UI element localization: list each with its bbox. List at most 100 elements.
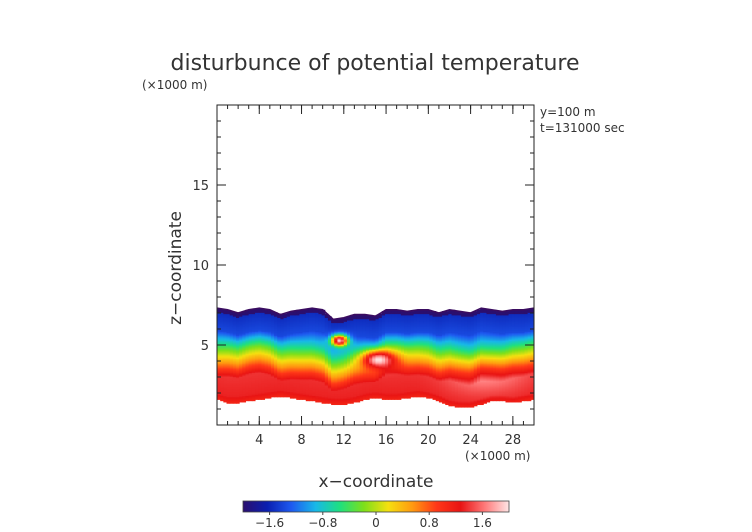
- heatmap-cell: [337, 361, 342, 363]
- heatmap-cell: [350, 362, 354, 365]
- heatmap-cell: [321, 323, 326, 326]
- heatmap-cell: [419, 395, 424, 398]
- heatmap-cell: [255, 348, 259, 350]
- heatmap-cell: [419, 311, 424, 313]
- heatmap-cell: [217, 316, 221, 318]
- heatmap-cell: [385, 343, 389, 345]
- heatmap-cell: [343, 384, 348, 386]
- heatmap-cell: [308, 367, 313, 370]
- heatmap-cell: [286, 371, 291, 374]
- heatmap-cell: [391, 318, 396, 321]
- heatmap-cell: [442, 329, 446, 331]
- heatmap-cell: [302, 394, 307, 397]
- heatmap-cell: [365, 332, 370, 335]
- heatmap-cell: [217, 393, 221, 395]
- heatmap-cell: [391, 320, 396, 322]
- heatmap-cell: [331, 384, 335, 386]
- heatmap-cell: [264, 359, 269, 362]
- heatmap-cell: [391, 389, 396, 391]
- heatmap-cell: [264, 323, 269, 326]
- heatmap-cell: [429, 384, 434, 386]
- heatmap-cell: [426, 312, 430, 315]
- heatmap-cell: [432, 393, 437, 395]
- heatmap-cell: [375, 320, 380, 322]
- heatmap-cell: [232, 396, 237, 399]
- heatmap-cell: [236, 348, 240, 350]
- heatmap-cell: [239, 393, 243, 395]
- heatmap-cell: [369, 341, 373, 344]
- heatmap-cell: [302, 377, 307, 380]
- heatmap-cell: [404, 323, 408, 326]
- heatmap-cell: [302, 375, 307, 377]
- heatmap-cell: [353, 369, 357, 372]
- heatmap-cell: [378, 320, 383, 322]
- heatmap-cell: [413, 358, 418, 361]
- heatmap-cell: [423, 344, 427, 347]
- heatmap-cell: [340, 358, 345, 361]
- heatmap-cell: [318, 382, 323, 385]
- heatmap-cell: [423, 375, 427, 377]
- heatmap-cell: [261, 386, 266, 389]
- heatmap-cell: [318, 362, 323, 365]
- heatmap-cell: [375, 382, 380, 385]
- heatmap-cell: [299, 364, 304, 367]
- heatmap-cell: [220, 311, 224, 313]
- heatmap-cell: [394, 376, 399, 379]
- heatmap-cell: [315, 364, 319, 367]
- heatmap-cell: [378, 393, 383, 395]
- heatmap-cell: [299, 320, 304, 322]
- heatmap-cell: [394, 398, 399, 400]
- heatmap-cell: [343, 381, 348, 384]
- heatmap-cell: [217, 385, 221, 388]
- heatmap-cell: [248, 313, 253, 316]
- heatmap-cell: [397, 327, 402, 330]
- heatmap-cell: [220, 359, 224, 362]
- heatmap-cell: [350, 390, 354, 393]
- heatmap-cell: [435, 353, 440, 356]
- heatmap-cell: [432, 312, 437, 315]
- heatmap-cell: [283, 390, 288, 393]
- heatmap-cell: [318, 349, 323, 352]
- heatmap-cell: [239, 387, 243, 390]
- heatmap-cell: [312, 317, 316, 320]
- heatmap-cell: [270, 330, 275, 333]
- heatmap-cell: [267, 327, 272, 330]
- heatmap-cell: [308, 349, 313, 352]
- heatmap-cell: [277, 366, 281, 368]
- heatmap-cell: [324, 313, 329, 316]
- heatmap-cell: [305, 339, 310, 342]
- heatmap-cell: [359, 314, 364, 317]
- heatmap-cell: [270, 378, 275, 381]
- heatmap-cell: [264, 344, 269, 347]
- heatmap-cell: [372, 359, 376, 362]
- heatmap-cell: [223, 377, 228, 380]
- heatmap-cell: [277, 355, 281, 358]
- heatmap-cell: [315, 313, 319, 316]
- heatmap-cell: [410, 382, 415, 385]
- heatmap-cell: [226, 401, 231, 404]
- heatmap-cell: [423, 354, 427, 357]
- heatmap-cell: [356, 376, 361, 379]
- heatmap-cell: [340, 357, 345, 359]
- heatmap-cell: [327, 336, 332, 339]
- heatmap-cell: [264, 389, 269, 391]
- heatmap-cell: [435, 352, 440, 354]
- heatmap-cell: [394, 394, 399, 397]
- heatmap-cell: [394, 339, 399, 342]
- heatmap-cell: [375, 391, 380, 394]
- heatmap-cell: [327, 322, 332, 325]
- heatmap-cell: [296, 335, 300, 338]
- heatmap-cell: [356, 396, 361, 399]
- heatmap-cell: [267, 391, 272, 394]
- heatmap-cell: [293, 320, 297, 322]
- heatmap-cell: [337, 373, 342, 376]
- heatmap-cell: [343, 396, 348, 399]
- heatmap-cell: [229, 332, 234, 335]
- heatmap-cell: [226, 364, 231, 367]
- heatmap-cell: [410, 325, 415, 327]
- heatmap-cell: [302, 378, 307, 381]
- heatmap-cell: [350, 363, 354, 366]
- heatmap-cell: [365, 341, 370, 344]
- heatmap-cell: [226, 326, 231, 329]
- heatmap-cell: [296, 393, 300, 395]
